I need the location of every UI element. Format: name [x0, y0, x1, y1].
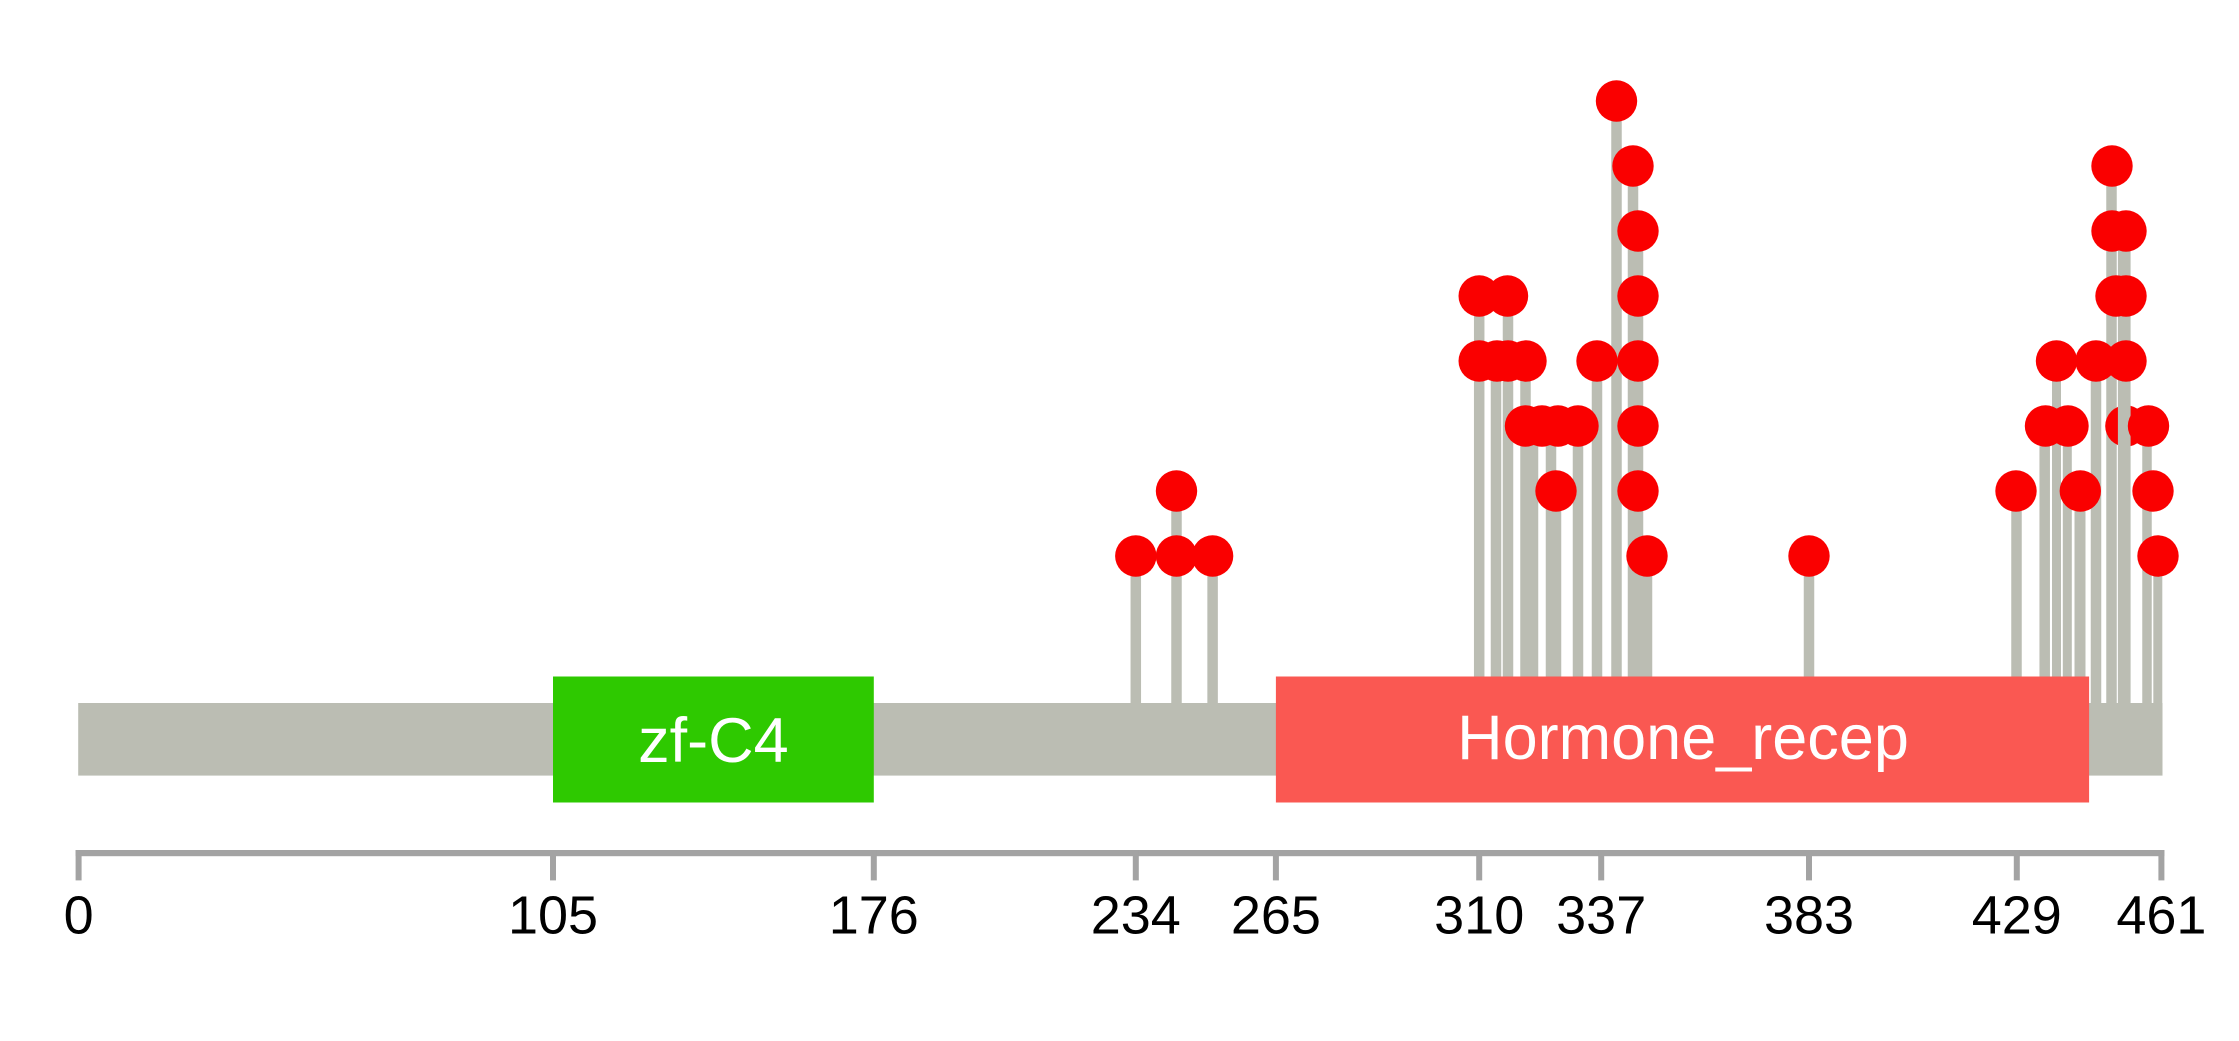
svg-text:Hormone_recep: Hormone_recep — [1457, 703, 1909, 773]
svg-text:176: 176 — [829, 886, 919, 946]
svg-text:429: 429 — [1972, 886, 2062, 946]
svg-text:461: 461 — [2116, 886, 2206, 946]
svg-text:zf-C4: zf-C4 — [638, 706, 789, 776]
svg-text:265: 265 — [1231, 886, 1321, 946]
svg-text:337: 337 — [1556, 886, 1646, 946]
svg-text:310: 310 — [1434, 886, 1524, 946]
svg-text:0: 0 — [64, 886, 94, 946]
svg-text:105: 105 — [508, 886, 598, 946]
svg-text:234: 234 — [1091, 886, 1181, 946]
svg-text:383: 383 — [1764, 886, 1854, 946]
